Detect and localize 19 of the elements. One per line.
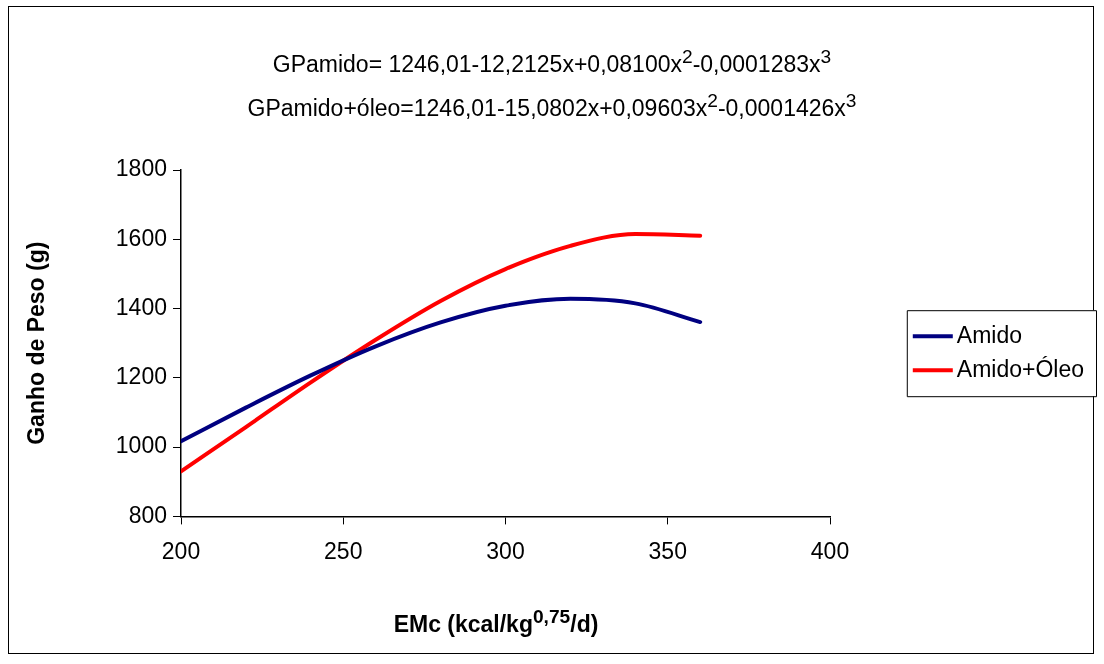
- x-tick-label: 200: [161, 537, 201, 564]
- legend-label: Amido: [956, 321, 1022, 348]
- chart-subtitle: GPamido+óleo=1246,01-15,0802x+0,09603x$^{2}$-0,0001426x$^{3}$: [246, 90, 858, 122]
- y-tick-label: 1200: [115, 363, 167, 390]
- y-tick-label: 800: [128, 501, 167, 528]
- x-axis-title: EMc (kcal/kg$^{0,75}$/d): [392, 606, 600, 638]
- x-tick-label: 300: [486, 537, 525, 564]
- y-tick-label: 1600: [115, 224, 167, 251]
- legend-label: Amido+Óleo: [956, 355, 1085, 382]
- line-series: [181, 232, 703, 474]
- y-tick-label: 1000: [115, 432, 167, 459]
- y-tick-label: 1400: [115, 293, 167, 320]
- y-axis-title: Ganho de Peso (g): [23, 241, 50, 445]
- x-tick-label: 350: [648, 537, 687, 564]
- y-tick-label: 1800: [115, 155, 167, 182]
- line-series: [181, 296, 703, 444]
- x-tick-label: 250: [324, 537, 363, 564]
- x-tick-label: 400: [810, 537, 850, 564]
- chart-title: GPamido= 1246,01-12,2125x+0,08100x$^{2}$-0,0001283x$^{3}$: [271, 46, 833, 78]
